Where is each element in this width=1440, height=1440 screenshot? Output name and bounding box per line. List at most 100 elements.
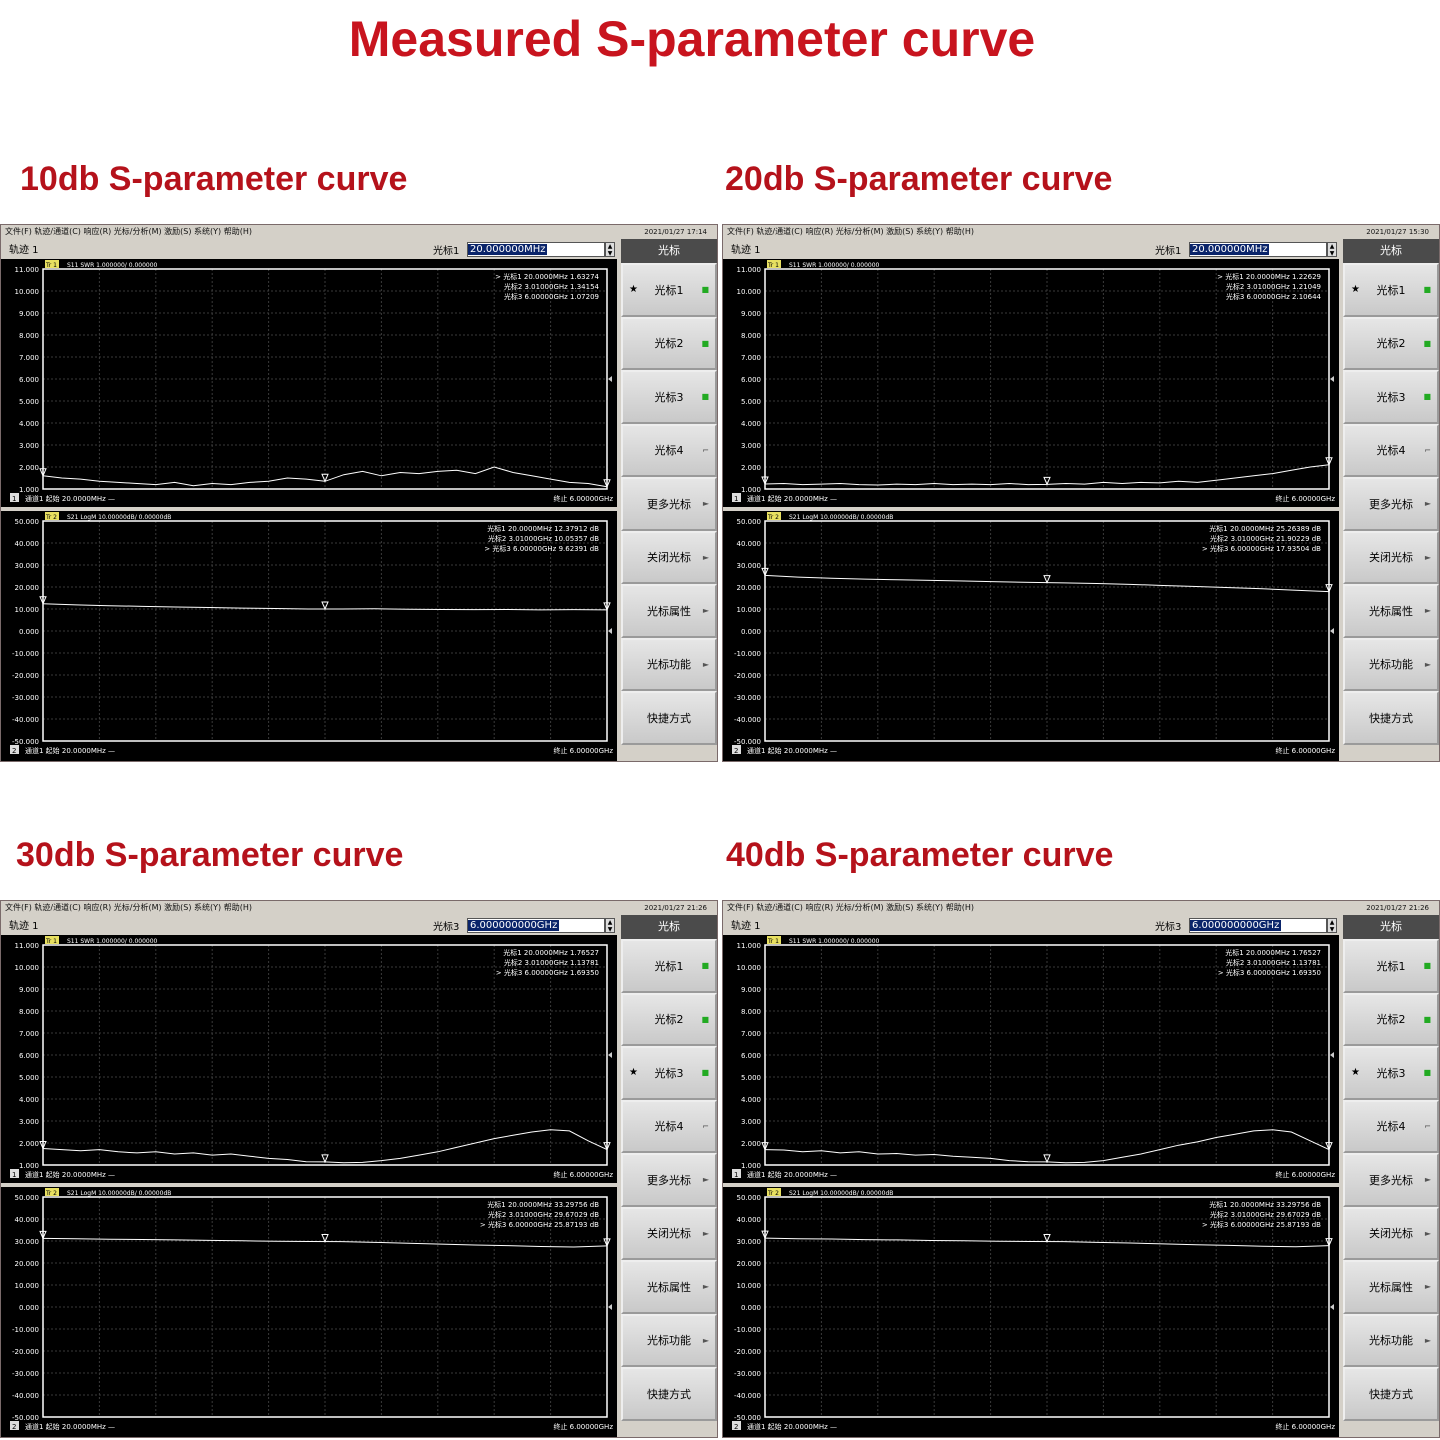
softkey-button[interactable]: 光标功能 ►	[1343, 1313, 1439, 1367]
softkey-button[interactable]: 光标3 ■	[621, 370, 717, 424]
softkey-button[interactable]: 快捷方式	[1343, 691, 1439, 745]
softkey-button[interactable]: 关闭光标 ►	[621, 530, 717, 584]
channel-number: 2	[12, 1423, 16, 1431]
softkey-button[interactable]: ★ 光标1 ■	[621, 263, 717, 317]
marker-frequency-value: 6.000000000GHz	[468, 920, 560, 931]
y-tick-label: 10.000	[737, 606, 762, 614]
y-tick-label: 2.000	[741, 464, 761, 472]
softkey-button[interactable]: 光标属性 ►	[1343, 1260, 1439, 1314]
softkey-button[interactable]: 光标属性 ►	[621, 584, 717, 638]
marker-triangle-icon	[1043, 1234, 1051, 1243]
softkey-label: 光标3	[1376, 390, 1406, 404]
menu-bar[interactable]: 文件(F) 轨迹/通道(C) 响应(R) 光标/分析(M) 激励(S) 系统(Y…	[723, 225, 1439, 239]
trace-selector[interactable]: 轨迹 1	[731, 921, 761, 932]
softkey-button[interactable]: 快捷方式	[621, 1367, 717, 1421]
softkey-button[interactable]: 光标4 ⌐	[1343, 1099, 1439, 1153]
softkey-button[interactable]: 光标4 ⌐	[621, 423, 717, 477]
start-frequency: 通道1 起始 20.0000MHz —	[747, 1170, 837, 1179]
softkey-button[interactable]: 光标属性 ►	[1343, 584, 1439, 638]
marker-frequency-input[interactable]: 20.000000MHz	[467, 242, 605, 257]
y-tick-label: 30.000	[15, 562, 40, 570]
softkey-button[interactable]: 光标1 ■	[621, 939, 717, 993]
y-tick-label: -20.000	[734, 672, 761, 680]
softkey-label: 光标3	[654, 390, 684, 404]
triangle-right-icon: ►	[702, 1228, 709, 1238]
y-tick-label: 3.000	[19, 1118, 39, 1126]
marker-triangle-icon	[39, 1141, 47, 1150]
marker-frequency-input[interactable]: 20.000000MHz	[1189, 242, 1327, 257]
stop-frequency: 终止 6.00000GHz	[553, 1170, 613, 1179]
softkey-label: 光标功能	[647, 1334, 691, 1348]
softkey-button[interactable]: 光标2 ■	[621, 992, 717, 1046]
trace-header: S21 LogM 10.00000dB/ 0.00000dB	[67, 514, 171, 521]
softkey-button[interactable]: 关闭光标 ►	[1343, 1206, 1439, 1260]
y-tick-label: 10.000	[15, 606, 40, 614]
softkey-label: 光标2	[654, 1013, 684, 1027]
spinner-button[interactable]: ▲ ▼	[605, 918, 615, 933]
triangle-right-icon: ►	[702, 499, 709, 509]
menu-items[interactable]: 文件(F) 轨迹/通道(C) 响应(R) 光标/分析(M) 激励(S) 系统(Y…	[727, 903, 974, 912]
y-tick-label: 10.000	[15, 1282, 40, 1290]
trace-tag	[45, 1188, 59, 1196]
marker-triangle-icon	[603, 479, 611, 489]
trace-header: S11 SWR 1.000000/ 0.000000	[789, 938, 880, 945]
y-tick-label: 20.000	[15, 1260, 40, 1268]
softkey-button[interactable]: 更多光标 ►	[621, 1153, 717, 1207]
softkey-button[interactable]: 更多光标 ►	[621, 477, 717, 531]
menu-items[interactable]: 文件(F) 轨迹/通道(C) 响应(R) 光标/分析(M) 激励(S) 系统(Y…	[5, 903, 252, 912]
softkey-label: 光标属性	[647, 604, 691, 618]
softkey-button[interactable]: 关闭光标 ►	[621, 1206, 717, 1260]
menu-items[interactable]: 文件(F) 轨迹/通道(C) 响应(R) 光标/分析(M) 激励(S) 系统(Y…	[5, 227, 252, 236]
softkey-button[interactable]: 光标1 ■	[1343, 939, 1439, 993]
s11-swr-chart: 11.000 10.000 9.000 8.000 7.000 6.000 5.000 4.0…	[1, 935, 617, 1183]
softkey-button[interactable]: 光标功能 ►	[621, 637, 717, 691]
y-tick-label: -30.000	[734, 1370, 761, 1378]
plot-frame	[764, 1196, 1330, 1418]
marker-frequency-input[interactable]: 6.000000000GHz	[1189, 918, 1327, 933]
softkey-button[interactable]: 关闭光标 ►	[1343, 530, 1439, 584]
menu-items[interactable]: 文件(F) 轨迹/通道(C) 响应(R) 光标/分析(M) 激励(S) 系统(Y…	[727, 227, 974, 236]
softkey-button[interactable]: 更多光标 ►	[1343, 1153, 1439, 1207]
marker-label: 光标3	[1155, 922, 1182, 933]
menu-bar[interactable]: 文件(F) 轨迹/通道(C) 响应(R) 光标/分析(M) 激励(S) 系统(Y…	[1, 225, 717, 239]
plot-frame	[42, 520, 608, 742]
menu-bar[interactable]: 文件(F) 轨迹/通道(C) 响应(R) 光标/分析(M) 激励(S) 系统(Y…	[723, 901, 1439, 915]
softkey-button[interactable]: 光标4 ⌐	[1343, 423, 1439, 477]
trace-selector[interactable]: 轨迹 1	[731, 245, 761, 256]
y-tick-label: 0.000	[19, 1304, 39, 1312]
softkey-button[interactable]: 更多光标 ►	[1343, 477, 1439, 531]
softkey-button[interactable]: 光标2 ■	[1343, 992, 1439, 1046]
marker-triangle-icon	[1043, 476, 1051, 486]
softkey-button[interactable]: 光标3 ■	[1343, 370, 1439, 424]
stop-frequency: 终止 6.00000GHz	[1275, 494, 1335, 503]
softkey-button[interactable]: 光标4 ⌐	[621, 1099, 717, 1153]
softkey-button[interactable]: 光标2 ■	[621, 316, 717, 370]
marker-softkey-panel: 光标 ★ 光标1 ■ 光标2 ■ 光标3 ■ 光标4 ⌐ 更多光标 ► 关闭光标 ► 光标属性 ► 光标功能 ► 快…	[1343, 239, 1439, 745]
spinner-button[interactable]: ▲ ▼	[1327, 918, 1337, 933]
active-star-icon: ★	[1351, 1067, 1360, 1079]
marker-frequency-input[interactable]: 6.000000000GHz	[467, 918, 605, 933]
softkey-button[interactable]: 光标功能 ►	[621, 1313, 717, 1367]
softkey-label: 关闭光标	[1369, 551, 1413, 565]
marker-readout: > 光标3 6.00000GHz 1.69350	[1218, 968, 1321, 977]
trace-selector[interactable]: 轨迹 1	[9, 245, 39, 256]
marker-readout: 光标1 20.0000MHz 1.76527	[503, 948, 599, 957]
spinner-button[interactable]: ▲ ▼	[1327, 242, 1337, 257]
y-tick-label: 50.000	[737, 518, 762, 526]
spinner-button[interactable]: ▲ ▼	[605, 242, 615, 257]
trace-selector[interactable]: 轨迹 1	[9, 921, 39, 932]
marker-triangle-icon	[603, 1238, 611, 1248]
softkey-button[interactable]: 快捷方式	[621, 691, 717, 745]
panel-subtitle: 30db S-parameter curve	[16, 836, 404, 874]
softkey-button[interactable]: 光标属性 ►	[621, 1260, 717, 1314]
softkey-button[interactable]: ★ 光标3 ■	[1343, 1046, 1439, 1100]
panel-subtitle: 10db S-parameter curve	[20, 160, 408, 198]
softkey-button[interactable]: 光标功能 ►	[1343, 637, 1439, 691]
softkey-button[interactable]: ★ 光标1 ■	[1343, 263, 1439, 317]
softkey-button[interactable]: ★ 光标3 ■	[621, 1046, 717, 1100]
menu-bar[interactable]: 文件(F) 轨迹/通道(C) 响应(R) 光标/分析(M) 激励(S) 系统(Y…	[1, 901, 717, 915]
y-tick-label: 7.000	[741, 354, 761, 362]
marker-readout: 光标3 6.00000GHz 1.07209	[504, 292, 599, 301]
softkey-button[interactable]: 快捷方式	[1343, 1367, 1439, 1421]
softkey-button[interactable]: 光标2 ■	[1343, 316, 1439, 370]
